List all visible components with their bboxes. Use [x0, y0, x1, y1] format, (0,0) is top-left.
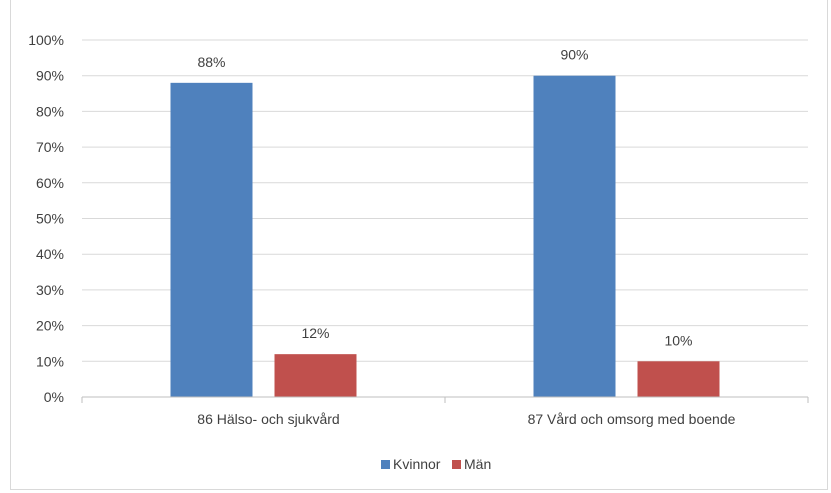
y-tick-label: 30%: [36, 282, 64, 298]
y-tick-label: 0%: [44, 389, 64, 405]
x-axis: 86 Hälso- och sjukvård 87 Vård och omsorg…: [81, 396, 809, 427]
legend: Kvinnor Män: [381, 456, 491, 472]
legend-label: Män: [464, 456, 491, 472]
bar: [637, 361, 720, 397]
y-tick-label: 80%: [36, 103, 64, 119]
bars: [170, 75, 720, 397]
data-labels: 88% 12% 90% 10%: [197, 47, 692, 349]
y-tick-label: 50%: [36, 211, 64, 227]
y-tick-label: 10%: [36, 353, 64, 369]
y-tick-label: 20%: [36, 318, 64, 334]
legend-swatch: [381, 460, 390, 469]
legend-swatch: [452, 460, 461, 469]
y-tick-label: 90%: [36, 68, 64, 84]
bar: [274, 354, 357, 397]
data-label: 88%: [197, 54, 225, 70]
x-category-label: 87 Vård och omsorg med boende: [528, 411, 736, 427]
y-tick-label: 40%: [36, 246, 64, 262]
data-label: 10%: [664, 332, 692, 348]
x-category-label: 86 Hälso- och sjukvård: [197, 411, 339, 427]
y-tick-label: 60%: [36, 175, 64, 191]
data-label: 90%: [560, 47, 588, 63]
y-tick-label: 100%: [28, 32, 64, 48]
bar: [170, 82, 253, 397]
y-tick-label: 70%: [36, 139, 64, 155]
data-label: 12%: [301, 325, 329, 341]
y-axis-ticks: 0% 10% 20% 30% 40% 50% 60% 70% 80% 90% 100%: [28, 32, 64, 405]
chart-frame: [10, 0, 828, 490]
legend-label: Kvinnor: [393, 456, 441, 472]
bar: [533, 75, 616, 397]
